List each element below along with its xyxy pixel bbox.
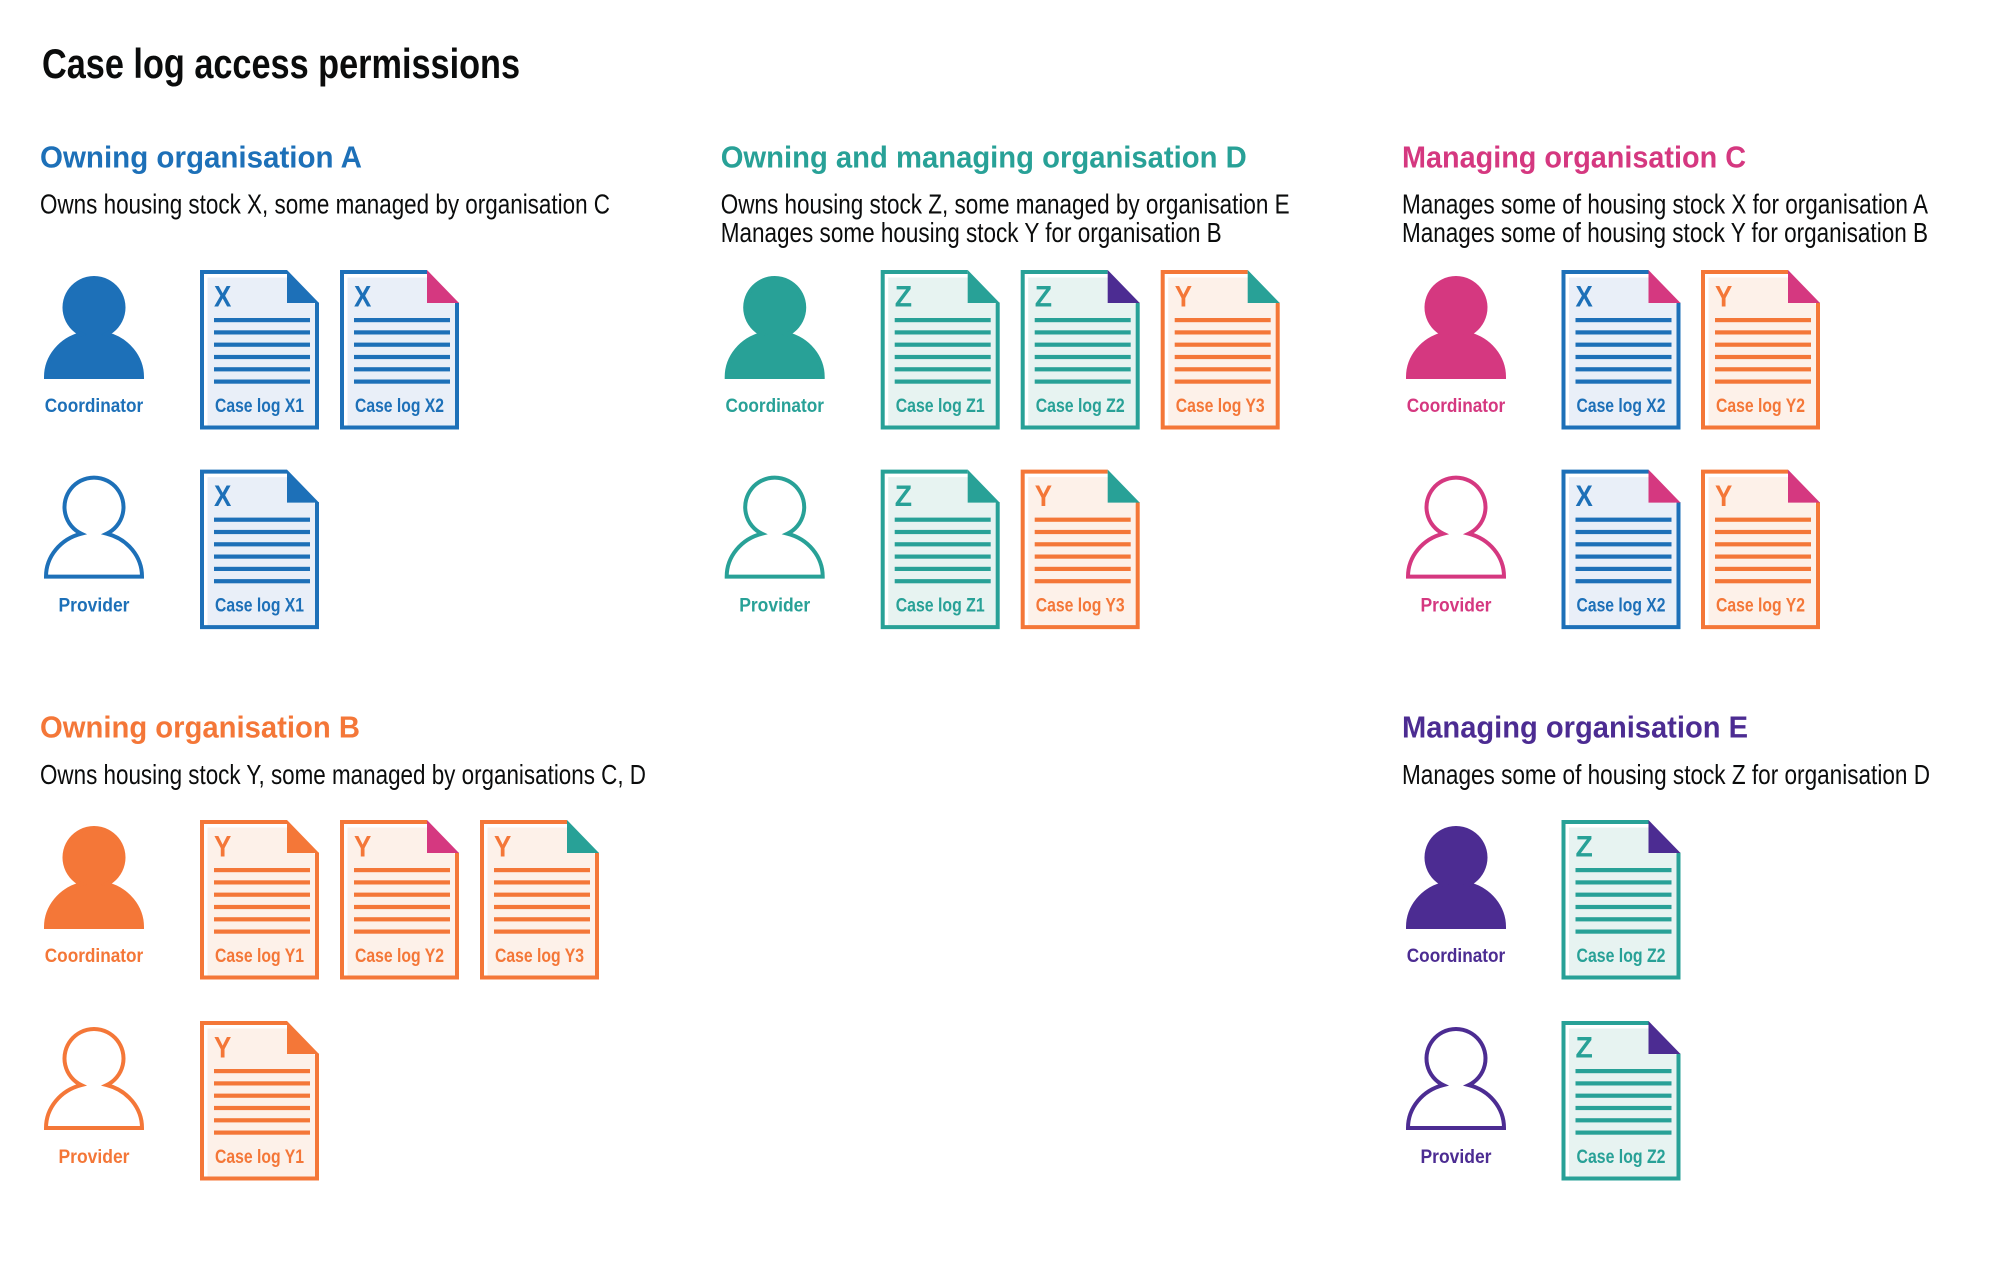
svg-text:Provider: Provider: [59, 1147, 131, 1168]
svg-text:Case log X2: Case log X2: [1577, 596, 1666, 617]
svg-text:Z: Z: [1035, 281, 1052, 314]
svg-text:Owns housing stock Z, some man: Owns housing stock Z, some managed by or…: [721, 189, 1290, 220]
svg-text:Managing organisation C: Managing organisation C: [1402, 140, 1746, 174]
svg-text:X: X: [214, 480, 231, 513]
svg-text:X: X: [1576, 281, 1593, 314]
svg-text:Provider: Provider: [59, 596, 131, 617]
svg-text:Z: Z: [895, 480, 912, 513]
svg-text:Y: Y: [214, 831, 231, 864]
svg-text:Owning organisation B: Owning organisation B: [40, 710, 360, 744]
svg-text:Owns housing stock X, some man: Owns housing stock X, some managed by or…: [40, 189, 610, 220]
svg-text:Y: Y: [214, 1032, 231, 1065]
svg-text:Manages some housing stock Y f: Manages some housing stock Y for organis…: [721, 217, 1222, 248]
svg-text:Manages some of housing stock: Manages some of housing stock X for orga…: [1402, 189, 1929, 220]
svg-text:Y: Y: [1715, 281, 1732, 314]
svg-text:Case log Y3: Case log Y3: [495, 946, 584, 967]
svg-text:Owning organisation A: Owning organisation A: [40, 140, 362, 174]
svg-text:Case log Z2: Case log Z2: [1577, 946, 1666, 967]
svg-text:X: X: [1576, 480, 1593, 513]
svg-text:Managing organisation E: Managing organisation E: [1402, 710, 1748, 744]
svg-text:Case log Y2: Case log Y2: [1716, 596, 1805, 617]
svg-text:Provider: Provider: [739, 596, 811, 617]
svg-text:Case log Z1: Case log Z1: [896, 396, 985, 417]
svg-text:Case log X2: Case log X2: [1577, 396, 1666, 417]
svg-text:Case log Y3: Case log Y3: [1036, 596, 1125, 617]
svg-text:Case log access permissions: Case log access permissions: [42, 40, 520, 87]
svg-text:Manages some of housing stock: Manages some of housing stock Z for orga…: [1402, 759, 1930, 790]
svg-text:Y: Y: [1175, 281, 1192, 314]
svg-text:Case log Y2: Case log Y2: [355, 946, 444, 967]
svg-text:Case log Z1: Case log Z1: [896, 596, 985, 617]
svg-text:X: X: [214, 281, 231, 314]
svg-text:Coordinator: Coordinator: [45, 396, 144, 417]
svg-text:Coordinator: Coordinator: [725, 396, 824, 417]
svg-text:Provider: Provider: [1421, 596, 1493, 617]
svg-text:Manages some of housing stock: Manages some of housing stock Y for orga…: [1402, 217, 1928, 248]
svg-text:Case log Z2: Case log Z2: [1577, 1147, 1666, 1168]
svg-text:Y: Y: [1035, 480, 1052, 513]
svg-text:Owns housing stock Y, some man: Owns housing stock Y, some managed by or…: [40, 759, 646, 790]
svg-text:Case log Y2: Case log Y2: [1716, 396, 1805, 417]
svg-text:Coordinator: Coordinator: [1407, 946, 1506, 967]
svg-text:Coordinator: Coordinator: [45, 946, 144, 967]
svg-text:X: X: [354, 281, 371, 314]
svg-text:Z: Z: [1576, 831, 1593, 864]
svg-text:Case log X1: Case log X1: [215, 596, 304, 617]
svg-text:Owning and managing organisati: Owning and managing organisation D: [721, 140, 1247, 174]
svg-text:Y: Y: [354, 831, 371, 864]
svg-text:Case log Y1: Case log Y1: [215, 1147, 304, 1168]
svg-text:Case log Y1: Case log Y1: [215, 946, 304, 967]
svg-text:Case log Y3: Case log Y3: [1176, 396, 1265, 417]
svg-text:Z: Z: [895, 281, 912, 314]
svg-text:Case log Z2: Case log Z2: [1036, 396, 1125, 417]
svg-text:Case log X1: Case log X1: [215, 396, 304, 417]
svg-text:Y: Y: [494, 831, 511, 864]
svg-text:Coordinator: Coordinator: [1407, 396, 1506, 417]
svg-text:Z: Z: [1576, 1032, 1593, 1065]
svg-text:Y: Y: [1715, 480, 1732, 513]
svg-text:Case log X2: Case log X2: [355, 396, 444, 417]
svg-text:Provider: Provider: [1421, 1147, 1493, 1168]
